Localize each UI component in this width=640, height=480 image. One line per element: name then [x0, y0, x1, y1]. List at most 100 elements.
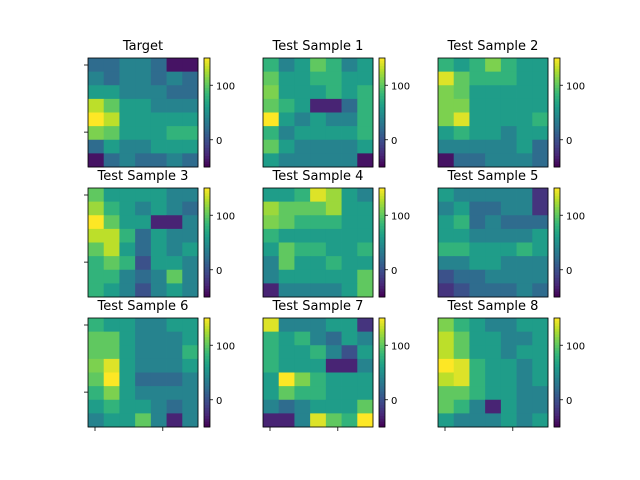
colorbar-step — [204, 104, 210, 108]
heatmap-cell — [485, 58, 502, 73]
colorbar-step — [379, 269, 385, 273]
colorbar-step — [554, 334, 560, 338]
heatmap-cell — [325, 283, 342, 298]
heatmap-cell — [294, 242, 311, 257]
heatmap-cell — [532, 358, 549, 373]
heatmap-cell — [453, 126, 470, 141]
heatmap-cell — [103, 256, 120, 271]
colorbar-step — [379, 137, 385, 141]
panel-frame — [262, 187, 374, 298]
heatmap-cell — [150, 112, 167, 127]
heatmap-cell — [532, 139, 549, 154]
heatmap-cell — [516, 126, 533, 141]
heatmap-cell — [88, 215, 105, 230]
heatmap-cell — [150, 386, 167, 401]
heatmap-cell — [263, 358, 280, 373]
colorbar-step — [554, 380, 560, 384]
panel-frame — [262, 57, 374, 168]
colorbar-step — [379, 142, 385, 146]
heatmap-cell — [453, 372, 470, 387]
heatmap-cell — [516, 413, 533, 428]
heatmap-cell — [438, 85, 455, 100]
colorbar-step — [554, 242, 560, 246]
colorbar-step — [554, 109, 560, 113]
colorbar-step — [379, 207, 385, 211]
heatmap-cell — [182, 283, 199, 298]
heatmap-cell — [182, 228, 199, 243]
heatmap-cell — [310, 228, 327, 243]
heatmap-cell — [263, 269, 280, 284]
colorbar-frame — [553, 187, 561, 298]
heatmap-cell — [469, 386, 486, 401]
colorbar-step — [554, 158, 560, 162]
heatmap-cell — [182, 386, 199, 401]
colorbar-step — [379, 347, 385, 352]
colorbar-step — [204, 334, 210, 338]
colorbar-step — [379, 356, 385, 360]
heatmap-cell — [500, 112, 517, 127]
heatmap-cell — [263, 188, 280, 203]
heatmap-cell — [516, 256, 533, 271]
heatmap-cell — [294, 386, 311, 401]
heatmap-cell — [438, 139, 455, 154]
heatmap-cell — [135, 112, 152, 127]
colorbar-step — [554, 264, 560, 268]
heatmap-cell — [135, 413, 152, 428]
colorbar-step — [379, 367, 385, 371]
heatmap-cell — [310, 269, 327, 284]
colorbar-step — [554, 269, 560, 273]
heatmap-cell — [278, 85, 295, 100]
colorbar-step — [379, 131, 385, 135]
heatmap-cell — [357, 228, 374, 243]
colorbar-tick-label: 100 — [391, 81, 410, 92]
colorbar-step — [204, 142, 210, 146]
colorbar-step — [379, 397, 385, 401]
heatmap-cell — [119, 98, 136, 113]
colorbar-step — [379, 256, 385, 260]
heatmap-cell — [310, 71, 327, 86]
colorbar-step — [379, 193, 385, 197]
colorbar-step — [204, 63, 210, 67]
heatmap-cell — [500, 283, 517, 298]
heatmap-cell — [310, 112, 327, 127]
colorbar-step — [379, 413, 385, 417]
colorbar-step — [379, 353, 385, 357]
colorbar-step — [204, 350, 210, 354]
heatmap-cell — [119, 126, 136, 141]
colorbar-step — [379, 198, 385, 203]
panel-title: Test Sample 7 — [272, 299, 364, 314]
heatmap-cell — [263, 71, 280, 86]
colorbar-step — [379, 231, 385, 235]
heatmap-cell — [357, 112, 374, 127]
heatmap-cell — [182, 201, 199, 216]
heatmap-cell — [166, 413, 183, 428]
colorbar-step — [379, 242, 385, 246]
colorbar-step — [554, 256, 560, 260]
heatmap-cell — [166, 201, 183, 216]
colorbar-step — [554, 209, 560, 213]
colorbar-frame — [378, 317, 386, 428]
heatmap-cell — [341, 413, 358, 428]
colorbar-step — [554, 410, 560, 414]
colorbar-step — [554, 377, 560, 382]
heatmap-cell — [135, 71, 152, 86]
colorbar-step — [204, 372, 210, 376]
colorbar-step — [379, 120, 385, 124]
colorbar-step — [204, 253, 210, 257]
heatmap-cell — [278, 98, 295, 113]
colorbar-step — [554, 74, 560, 78]
colorbar-step — [554, 96, 560, 100]
colorbar-tick-label: 100 — [216, 211, 235, 222]
heatmap-cell — [485, 126, 502, 141]
colorbar-tick-label: 100 — [216, 81, 235, 92]
colorbar-step — [554, 220, 560, 224]
colorbar-step — [204, 416, 210, 420]
heatmap-cell — [438, 331, 455, 346]
heatmap-cell — [103, 139, 120, 154]
colorbar-step — [554, 416, 560, 420]
colorbar-step — [204, 413, 210, 417]
colorbar-step — [204, 358, 210, 363]
heatmap-cell — [103, 345, 120, 360]
colorbar-step — [204, 347, 210, 352]
heatmap-cell — [294, 413, 311, 428]
